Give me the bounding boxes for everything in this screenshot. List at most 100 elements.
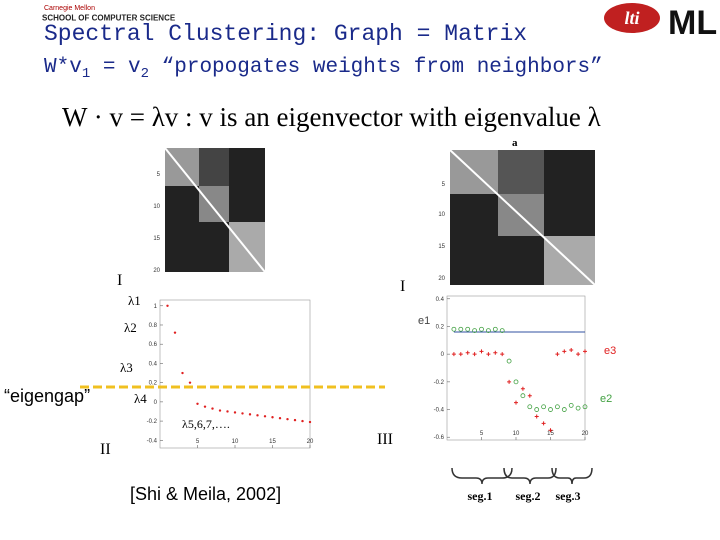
figure-label: I xyxy=(400,278,405,295)
point xyxy=(527,404,533,410)
series-label: e1 xyxy=(418,315,430,327)
y-tick-label: 1 xyxy=(154,304,158,310)
equation: W · v = λv : v is an eigenvector with ei… xyxy=(62,102,601,132)
lambda-label: λ2 xyxy=(124,320,137,335)
heatmap-tick: 15 xyxy=(153,236,160,242)
text: “propogates weights from neighbors” xyxy=(149,56,603,79)
point xyxy=(514,400,518,405)
y-tick-label: 0.4 xyxy=(436,297,445,303)
heatmap-tick: 20 xyxy=(153,268,160,274)
point xyxy=(520,393,526,399)
segment-label: seg.1 xyxy=(468,489,493,503)
heatmap xyxy=(164,147,266,273)
point xyxy=(293,418,297,422)
point xyxy=(465,350,470,355)
point xyxy=(583,349,587,354)
figure-label: a xyxy=(512,137,518,149)
point xyxy=(211,407,214,410)
point xyxy=(513,379,519,385)
x-tick-label: 10 xyxy=(513,431,520,437)
plot: 1 0.8 0.6 0.4 0.2 0 -0.2 -0.4 5 10 15 20 xyxy=(147,299,314,449)
point xyxy=(576,352,581,357)
heatmap-tick: 5 xyxy=(157,172,161,178)
y-tick-label: 0.8 xyxy=(149,323,158,329)
point xyxy=(278,417,282,420)
citation: [Shi & Meila, 2002] xyxy=(130,484,281,504)
point xyxy=(472,352,477,357)
point xyxy=(233,411,237,414)
point xyxy=(541,404,546,410)
x-tick-label: 15 xyxy=(547,431,554,437)
point xyxy=(218,409,222,412)
point xyxy=(485,328,491,334)
logo-ml: ML xyxy=(668,4,717,42)
series-label: e3 xyxy=(604,345,616,357)
point xyxy=(286,417,289,421)
point xyxy=(451,326,457,332)
point xyxy=(263,415,267,418)
lambda-label: λ4 xyxy=(134,391,147,406)
point xyxy=(582,404,588,410)
point xyxy=(479,326,484,332)
figure-label: II xyxy=(100,441,111,458)
y-tick-label: -0.4 xyxy=(434,408,445,414)
heatmap-tick: 15 xyxy=(438,244,445,250)
point xyxy=(569,348,574,352)
point xyxy=(500,352,505,357)
y-tick-label: 0 xyxy=(154,400,158,406)
point xyxy=(561,407,567,412)
y-tick-label: 0.6 xyxy=(149,342,158,348)
y-tick-label: 0.2 xyxy=(149,381,158,387)
point xyxy=(486,352,491,357)
point xyxy=(173,331,177,334)
subscript: 1 xyxy=(82,66,90,82)
subscript: 2 xyxy=(141,66,149,82)
point xyxy=(465,326,471,332)
figure-label: I xyxy=(117,272,122,289)
point xyxy=(555,404,560,410)
point xyxy=(166,304,169,307)
y-tick-label: -0.2 xyxy=(147,419,158,425)
point xyxy=(499,328,505,334)
x-tick-label: 15 xyxy=(269,439,276,445)
segment-label: seg.3 xyxy=(556,489,581,503)
point xyxy=(534,407,540,412)
logo-lti: lti xyxy=(624,8,639,28)
y-tick-label: -0.6 xyxy=(434,435,445,441)
plot: 0.4 0.2 0 -0.2 -0.4 -0.6 5 10 15 20 xyxy=(434,295,589,441)
segment-label: seg.2 xyxy=(516,489,541,503)
point xyxy=(520,386,525,391)
point xyxy=(562,349,567,354)
point xyxy=(203,405,207,408)
y-tick-label: 0 xyxy=(441,352,445,358)
text: = v xyxy=(90,56,140,79)
lambda-label: λ3 xyxy=(120,360,133,375)
point xyxy=(555,352,560,357)
x-tick-label: 5 xyxy=(196,439,200,445)
x-tick-label: 5 xyxy=(480,431,484,437)
heatmap-tick: 5 xyxy=(442,182,446,188)
point xyxy=(472,328,478,334)
point xyxy=(196,402,199,405)
point xyxy=(241,412,244,415)
braces xyxy=(451,467,593,485)
point xyxy=(458,326,464,332)
logo-scs: SCHOOL OF COMPUTER SCIENCE xyxy=(42,14,176,23)
point xyxy=(308,420,312,424)
logo-lti-bg xyxy=(604,3,660,33)
y-tick-label: -0.4 xyxy=(147,438,158,444)
eigengap-label: “eigengap” xyxy=(4,386,90,406)
point xyxy=(458,352,463,357)
lambda-label: λ1 xyxy=(128,293,141,308)
point xyxy=(534,414,539,419)
y-tick-label: -0.2 xyxy=(434,380,445,386)
point xyxy=(507,379,512,384)
slide-subtitle: W*v1 = v2 “propogates weights from neigh… xyxy=(44,56,603,82)
point xyxy=(548,428,553,433)
point xyxy=(188,381,192,384)
point xyxy=(548,407,553,412)
point xyxy=(256,414,259,417)
point xyxy=(568,402,574,408)
